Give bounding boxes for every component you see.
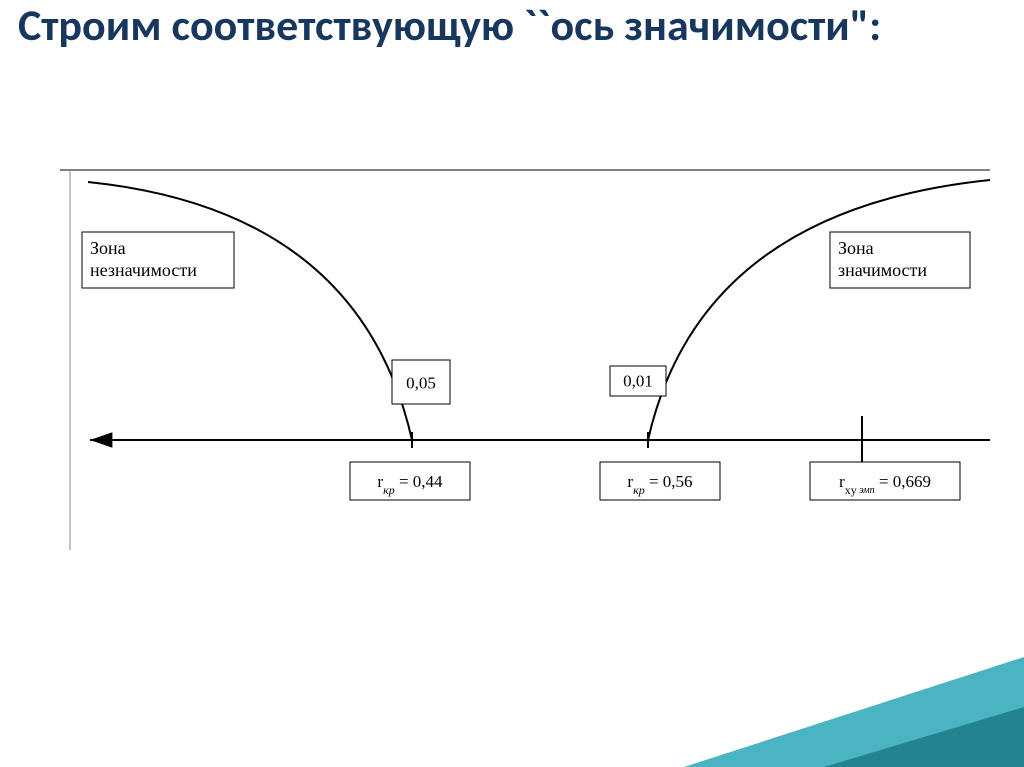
slide-accent-triangle-dark <box>824 707 1024 767</box>
right-curve <box>648 180 990 440</box>
diagram-svg: ЗонанезначимостиЗоназначимости0,050,01rк… <box>60 150 990 580</box>
axis-arrow-icon <box>90 432 112 447</box>
left-curve <box>88 182 412 440</box>
alpha-label-0: 0,05 <box>406 373 436 392</box>
page-title: Строим соответствующую ``ось значимости"… <box>18 0 1004 51</box>
significance-axis-diagram: ЗонанезначимостиЗоназначимости0,050,01rк… <box>60 150 990 580</box>
alpha-label-1: 0,01 <box>623 371 653 390</box>
